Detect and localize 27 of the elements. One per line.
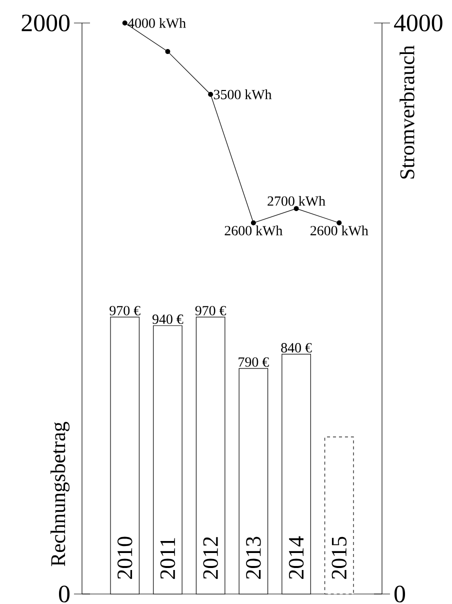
x-tick-label: 2012 xyxy=(203,537,218,579)
point xyxy=(208,92,214,97)
data-label: 940 € xyxy=(152,314,184,324)
data-label: 3500 kWh xyxy=(214,89,272,100)
y2-axis-title: Stromverbrauch xyxy=(400,45,414,179)
point xyxy=(294,206,299,212)
x-tick-label: 2013 xyxy=(246,536,261,579)
point xyxy=(336,220,342,226)
data-label: 840 € xyxy=(281,343,312,352)
point xyxy=(122,20,128,26)
data-label: 2600 kWh xyxy=(310,226,368,236)
data-label: 2600 kWh xyxy=(224,226,283,236)
data-label: 790 € xyxy=(238,357,269,367)
y2-tick-label: 4000 xyxy=(394,14,442,32)
y2-tick-label: 0 xyxy=(394,586,406,602)
x-tick-label: 2015 xyxy=(332,536,347,579)
y-axis-title: Rechnungsbetrag xyxy=(50,422,70,566)
data-label: 970 € xyxy=(195,306,226,316)
y-tick-label: 2000 xyxy=(22,14,70,32)
data-label: 2700 kWh xyxy=(268,196,326,206)
x-tick-label: 2014 xyxy=(288,536,304,579)
data-label: 970 € xyxy=(110,306,140,316)
data-label: 4000 kWh xyxy=(128,18,186,28)
x-tick-label: 2011 xyxy=(160,538,176,579)
point xyxy=(165,49,170,54)
x-tick-label: 2010 xyxy=(117,536,132,579)
point xyxy=(250,220,256,226)
